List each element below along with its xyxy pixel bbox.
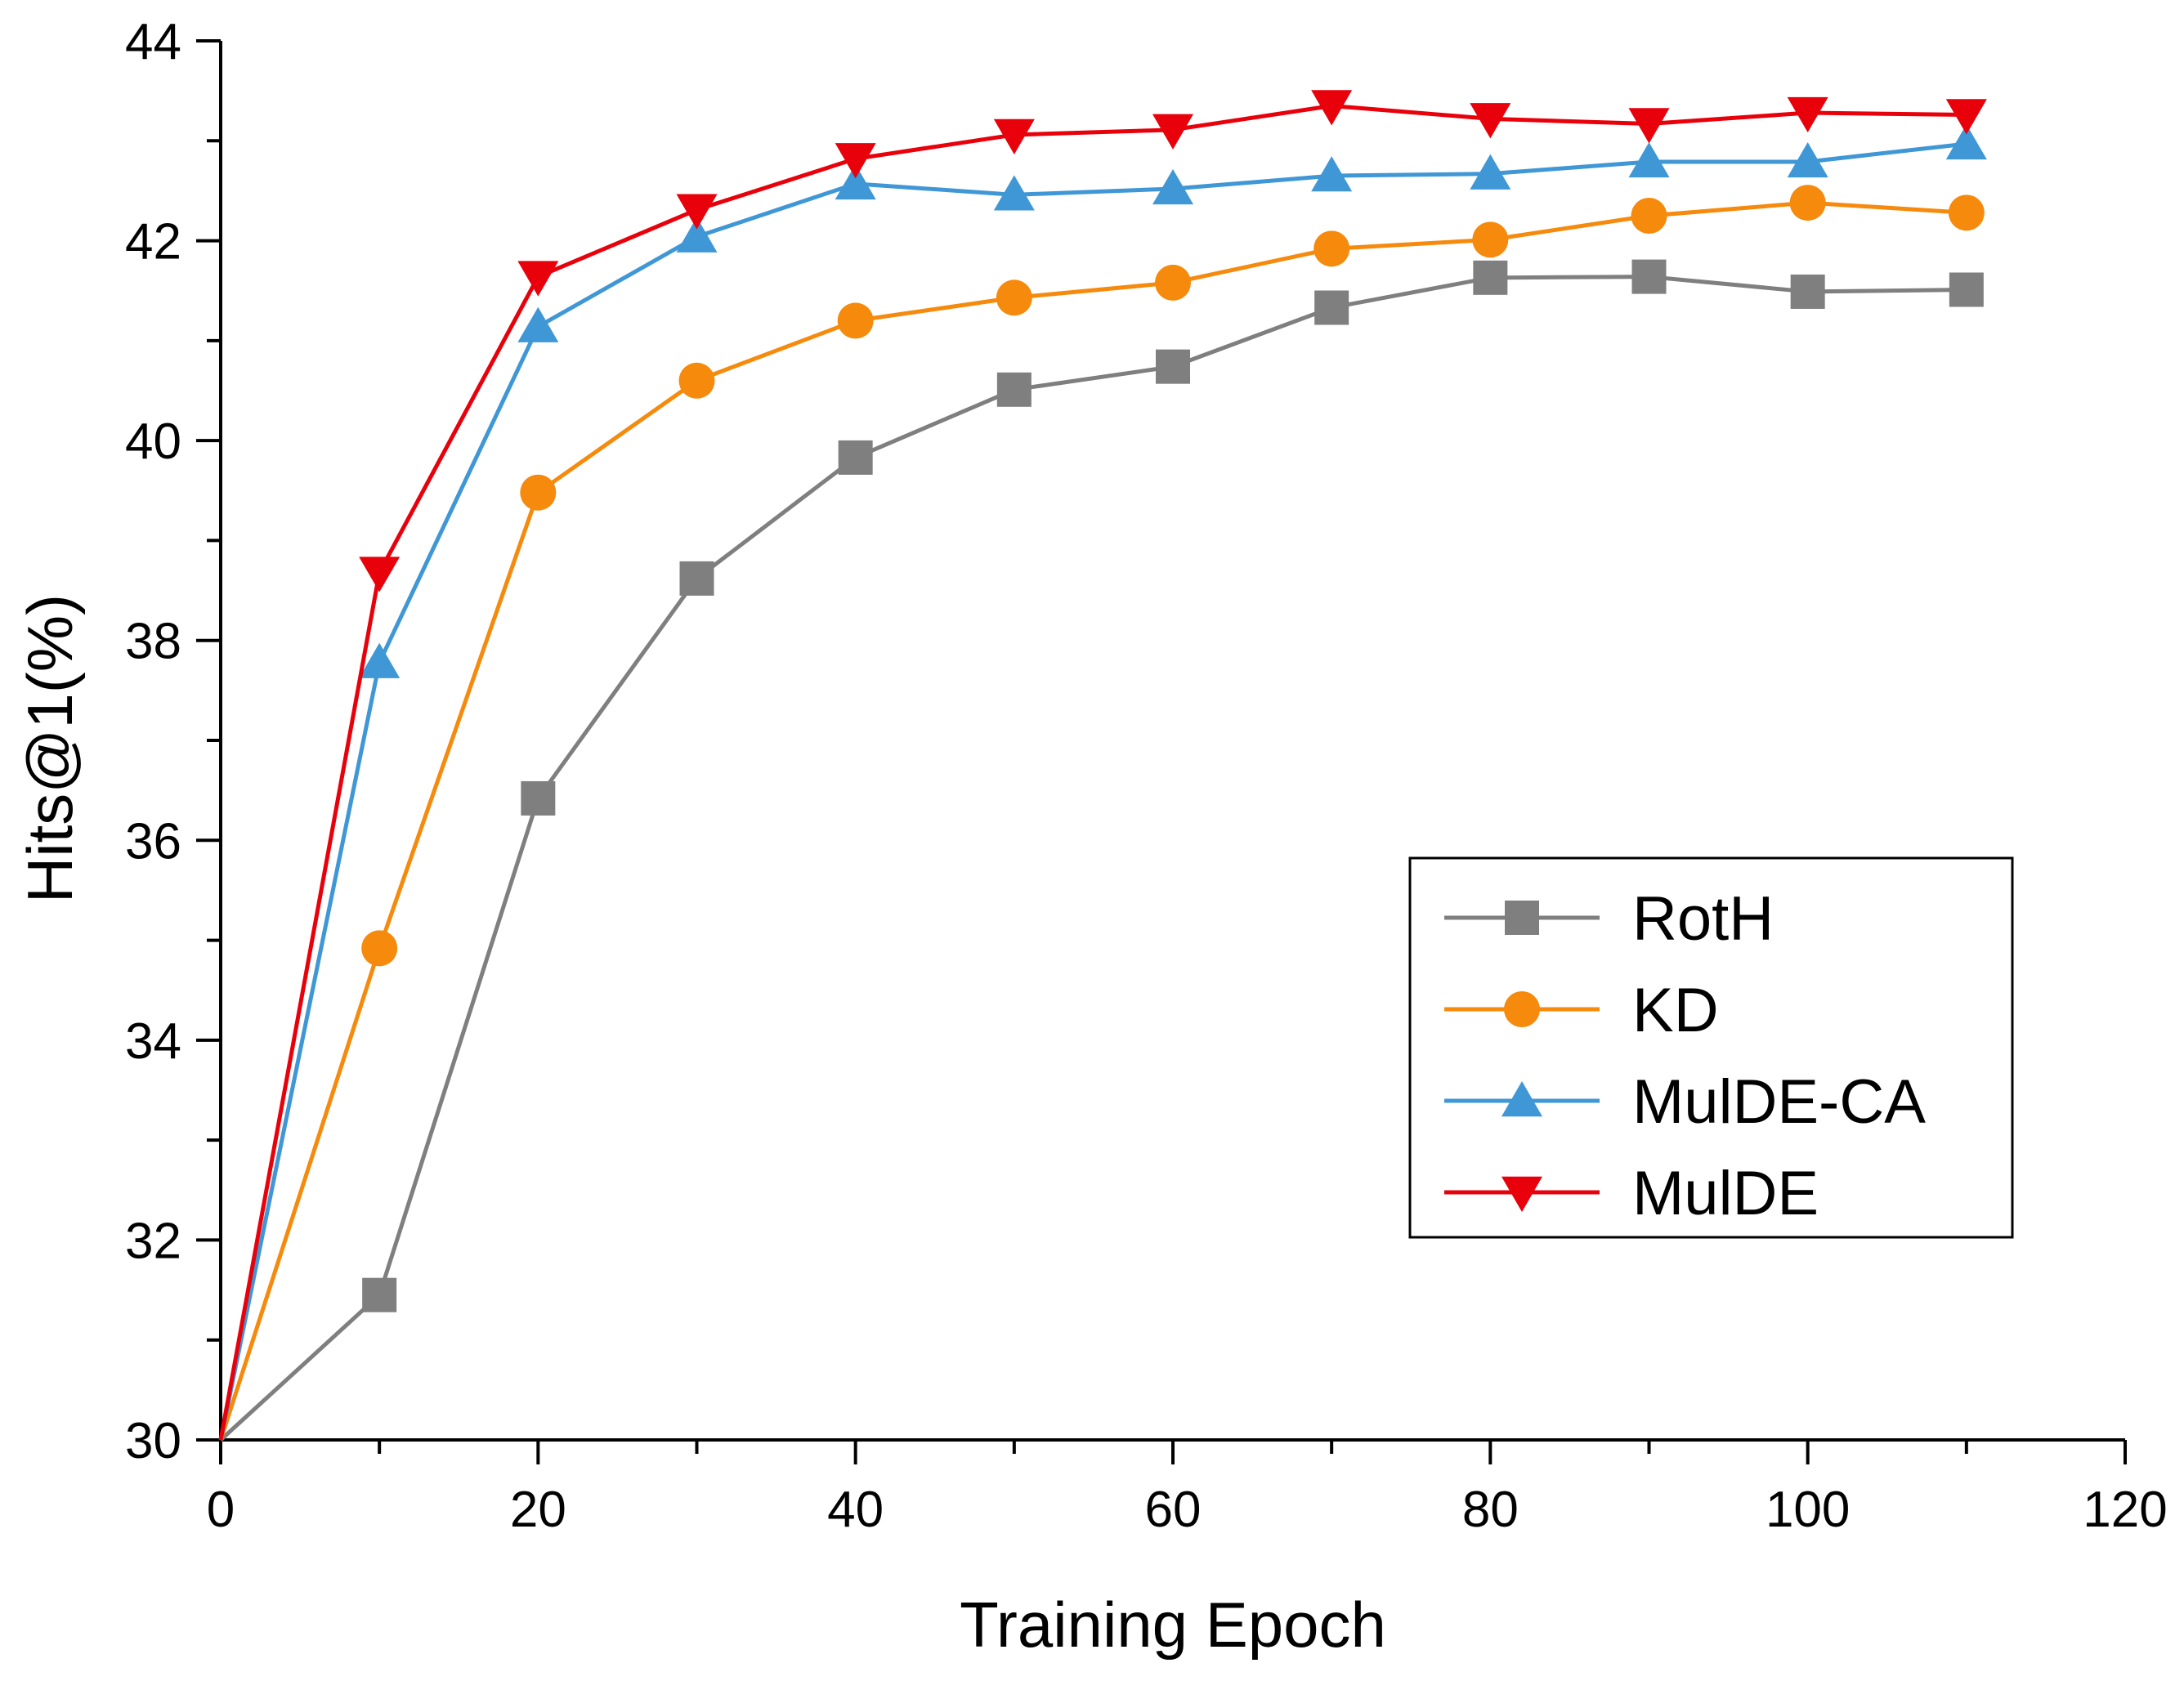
legend-label: MulDE <box>1632 1159 1819 1228</box>
data-point-kd <box>520 474 557 511</box>
data-point-mulde-ca <box>1311 156 1353 192</box>
y-tick-label: 42 <box>125 214 181 270</box>
legend-swatch-marker <box>1505 901 1539 935</box>
data-point-kd <box>1948 194 1985 231</box>
data-point-mulde-ca <box>835 163 876 200</box>
data-point-kd <box>361 930 398 967</box>
data-point-roth <box>1314 290 1349 325</box>
data-point-roth <box>362 1277 397 1312</box>
legend-label: RotH <box>1632 884 1774 954</box>
data-point-mulde-ca <box>676 217 718 253</box>
data-point-mulde-ca <box>517 306 559 342</box>
x-tick-label: 80 <box>1462 1482 1519 1538</box>
data-point-kd <box>837 302 874 339</box>
data-point-roth <box>679 561 714 596</box>
data-point-mulde <box>1945 99 1987 135</box>
y-tick-label: 34 <box>125 1013 181 1070</box>
data-point-roth <box>1631 259 1667 294</box>
data-point-kd <box>1314 230 1350 267</box>
legend-item-mulde-ca: MulDE-CA <box>1444 1067 1926 1137</box>
series-line-roth <box>219 275 1967 1442</box>
data-point-mulde <box>993 118 1035 154</box>
series-kd <box>218 185 1985 1441</box>
data-point-mulde <box>676 194 718 230</box>
data-point-mulde-ca <box>359 642 401 678</box>
data-point-mulde <box>1628 108 1670 144</box>
series-mulde-ca <box>218 123 1987 1441</box>
data-point-roth <box>996 372 1032 407</box>
data-point-mulde-ca <box>1945 123 1987 160</box>
data-point-mulde-ca <box>1470 154 1511 190</box>
data-point-mulde <box>1152 114 1193 150</box>
data-point-mulde <box>1470 103 1511 139</box>
legend-swatch-marker <box>1502 1081 1542 1117</box>
data-point-kd <box>1789 185 1826 221</box>
data-point-mulde-ca <box>1152 168 1193 205</box>
y-tick-label: 38 <box>125 614 181 670</box>
y-axis: 30 32 34 36 38 40 42 44 <box>125 14 221 1469</box>
data-point-roth <box>1156 349 1190 384</box>
data-point-mulde-ca <box>1628 141 1670 178</box>
legend-label: MulDE-CA <box>1632 1067 1926 1137</box>
data-point-mulde <box>517 261 559 297</box>
data-point-roth <box>521 780 556 816</box>
data-point-mulde <box>1787 96 1828 133</box>
data-point-roth <box>1473 260 1508 295</box>
data-point-mulde-ca <box>993 175 1035 211</box>
x-tick-label: 60 <box>1145 1482 1202 1538</box>
series-line-kd <box>218 200 1967 1441</box>
data-point-kd <box>678 362 715 399</box>
y-tick-label: 30 <box>125 1413 181 1469</box>
series-roth <box>219 259 1984 1442</box>
data-point-mulde <box>835 143 876 179</box>
data-point-mulde-ca <box>1787 141 1828 178</box>
legend-item-mulde: MulDE <box>1444 1159 1819 1228</box>
series-line-mulde <box>218 103 1967 1441</box>
x-tick-label: 120 <box>2083 1482 2167 1538</box>
legend-swatch-marker <box>1502 1176 1542 1212</box>
x-tick-label: 0 <box>207 1482 235 1538</box>
x-tick-label: 40 <box>827 1482 884 1538</box>
data-point-mulde <box>359 557 401 592</box>
x-axis: 0 20 40 60 80 100 120 <box>207 1440 2168 1538</box>
data-point-mulde <box>1311 90 1353 126</box>
series-layer <box>218 90 1987 1442</box>
legend-label: KD <box>1632 976 1719 1045</box>
x-axis-label: Training Epoch <box>960 1589 1386 1661</box>
data-point-kd <box>996 279 1032 316</box>
x-tick-label: 100 <box>1766 1482 1850 1538</box>
legend: RotH KD MulDE-CA MulDE <box>1408 856 2014 1239</box>
data-point-roth <box>1949 272 1984 307</box>
x-tick-label: 20 <box>510 1482 566 1538</box>
data-point-roth <box>1790 274 1825 309</box>
legend-item-roth: RotH <box>1444 884 1774 954</box>
y-tick-label: 44 <box>125 14 181 70</box>
data-point-kd <box>1155 264 1191 301</box>
data-point-kd <box>1631 198 1667 234</box>
y-tick-label: 40 <box>125 414 181 470</box>
y-tick-label: 32 <box>125 1213 181 1269</box>
y-tick-label: 36 <box>125 813 181 870</box>
series-mulde <box>218 90 1987 1441</box>
data-point-kd <box>1472 221 1509 258</box>
data-point-roth <box>838 440 873 475</box>
legend-item-kd: KD <box>1444 976 1719 1045</box>
series-line-mulde-ca <box>218 141 1967 1441</box>
y-axis-label: Hits@1(%) <box>14 594 86 903</box>
legend-swatch-marker <box>1504 991 1540 1027</box>
